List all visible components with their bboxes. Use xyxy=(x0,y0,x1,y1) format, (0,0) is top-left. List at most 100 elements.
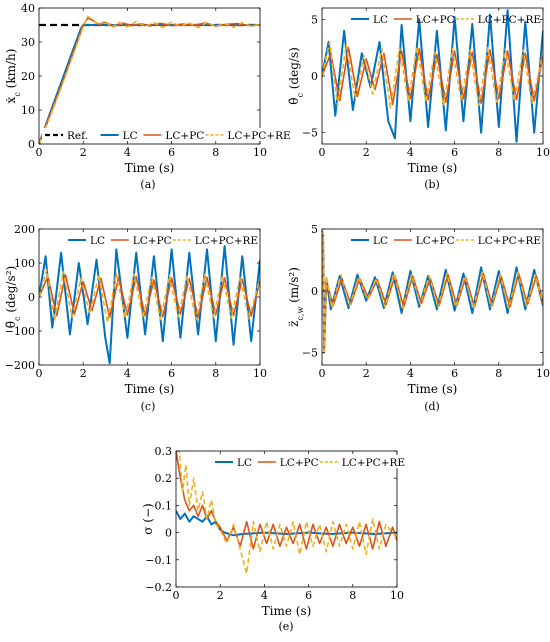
x-tick-label: 4 xyxy=(407,146,414,159)
x-tick-label: 10 xyxy=(253,367,267,380)
y-tick-label: 200 xyxy=(14,223,35,236)
x-tick-label: 8 xyxy=(495,146,502,159)
y-tick-label: 10 xyxy=(21,104,35,117)
y-tick-label: 0 xyxy=(311,70,318,83)
y-tick-label: 20 xyxy=(21,70,35,83)
y-tick-label: 40 xyxy=(21,2,35,15)
y-tick-label: −0.2 xyxy=(145,581,172,594)
legend-label: LC+PC+RE xyxy=(478,235,541,247)
panel-label-b: (b) xyxy=(424,178,440,191)
series-line-lc-pc-re xyxy=(176,451,397,575)
x-tick-label: 4 xyxy=(124,146,131,159)
y-tick-label: 5 xyxy=(311,223,318,236)
y-tick-label: 0.1 xyxy=(155,499,173,512)
y-tick-label: −0.1 xyxy=(145,554,172,567)
series-line-lc-pc-re xyxy=(322,41,543,109)
y-axis-label: z̈c,w (m/s²) xyxy=(287,267,305,327)
y-tick-label: 0 xyxy=(28,291,35,304)
legend-label: Ref. xyxy=(67,130,88,142)
y-tick-label: −5 xyxy=(302,127,318,140)
x-tick-label: 0 xyxy=(36,146,43,159)
series-line-lc-pc xyxy=(39,274,260,319)
legend: LC LC+PC LC+PC+RE xyxy=(351,235,541,247)
legend-label: LC+PC+RE xyxy=(195,235,258,247)
y-axis-label: θ̈c (deg/s²) xyxy=(4,266,22,328)
series-line-lc-pc xyxy=(39,17,260,144)
chart-panel-e: 0 2 4 6 8 10 −0.2 −0.1 0 0.1 0.2 0.3 Time (s) σ (−) LC… xyxy=(141,445,405,633)
legend-label: LC+PC xyxy=(416,235,455,247)
y-tick-label: 0.3 xyxy=(155,445,173,458)
legend: LC LC+PC LC+PC+RE xyxy=(212,455,405,469)
x-tick-label: 8 xyxy=(212,367,219,380)
series-line-lc-pc-re xyxy=(39,268,260,324)
x-tick-label: 8 xyxy=(212,146,219,159)
series-group xyxy=(322,230,543,356)
plot-frame xyxy=(321,228,544,366)
chart-panel-c: 0 2 4 6 8 10 −200 −100 0 100 200 Time (s) θ̈c (deg/s… xyxy=(4,223,267,413)
x-axis-label: Time (s) xyxy=(125,382,175,396)
x-tick-label: 2 xyxy=(363,367,370,380)
x-axis-label: Time (s) xyxy=(408,161,458,175)
x-axis-label: Time (s) xyxy=(125,161,175,175)
x-tick-label: 8 xyxy=(349,589,356,602)
series-line-lc-pc xyxy=(322,238,543,348)
legend-label: LC xyxy=(90,235,105,247)
y-tick-label: 0.2 xyxy=(155,472,173,485)
legend: LC LC+PC LC+PC+RE xyxy=(68,235,258,247)
y-tick-label: 100 xyxy=(14,257,35,270)
legend-label: LC+PC xyxy=(416,14,455,26)
x-tick-label: 0 xyxy=(173,589,180,602)
x-tick-label: 2 xyxy=(80,146,87,159)
y-tick-label: 5 xyxy=(311,13,318,26)
legend: LC LC+PC LC+PC+RE xyxy=(351,14,541,26)
panel-label-a: (a) xyxy=(140,178,155,191)
series-group xyxy=(176,451,397,575)
series-line-lc-pc xyxy=(322,46,543,106)
x-tick-label: 2 xyxy=(80,367,87,380)
x-tick-label: 6 xyxy=(168,367,175,380)
panel-label-d: (d) xyxy=(424,400,440,413)
y-tick-label: −100 xyxy=(5,325,35,338)
chart-panel-a: 0 2 4 6 8 10 0 10 20 30 40 Time (s) ẋc (km/h) Ref. LC L… xyxy=(4,2,291,191)
x-tick-label: 0 xyxy=(319,367,326,380)
legend-label: LC+PC xyxy=(133,235,172,247)
x-tick-label: 0 xyxy=(36,367,43,380)
x-tick-label: 0 xyxy=(319,146,326,159)
x-tick-label: 10 xyxy=(536,367,550,380)
legend-label: LC+PC+RE xyxy=(478,14,541,26)
x-tick-label: 4 xyxy=(124,367,131,380)
x-tick-label: 10 xyxy=(536,146,550,159)
x-tick-label: 4 xyxy=(261,589,268,602)
x-tick-label: 8 xyxy=(495,367,502,380)
y-tick-label: −5 xyxy=(302,347,318,360)
legend-label: LC xyxy=(373,235,388,247)
y-tick-label: 0 xyxy=(311,285,318,298)
x-tick-label: 2 xyxy=(363,146,370,159)
y-axis-label: ẋc (km/h) xyxy=(4,49,22,104)
y-axis-label: θ̇c (deg/s) xyxy=(287,47,305,105)
legend-label: LC+PC xyxy=(165,130,204,142)
legend-label: LC+PC+RE xyxy=(342,457,405,469)
plot-frame xyxy=(38,7,261,145)
x-axis-label: Time (s) xyxy=(262,604,312,618)
panel-label-c: (c) xyxy=(141,400,156,413)
legend-bg xyxy=(42,128,286,141)
series-group xyxy=(322,9,543,143)
y-axis-label: σ (−) xyxy=(141,503,155,534)
x-tick-label: 4 xyxy=(407,367,414,380)
panel-label-e: (e) xyxy=(278,620,293,633)
y-tick-label: 0 xyxy=(28,138,35,151)
plot-frame xyxy=(175,450,398,588)
legend-bg xyxy=(212,455,400,468)
legend-label: LC+PC xyxy=(280,457,319,469)
y-tick-label: 30 xyxy=(21,36,35,49)
legend-label: LC xyxy=(237,457,252,469)
legend-label: LC xyxy=(373,14,388,26)
legend-label: LC xyxy=(123,130,138,142)
y-tick-label: −200 xyxy=(5,359,35,372)
x-tick-label: 6 xyxy=(305,589,312,602)
x-axis-label: Time (s) xyxy=(408,382,458,396)
